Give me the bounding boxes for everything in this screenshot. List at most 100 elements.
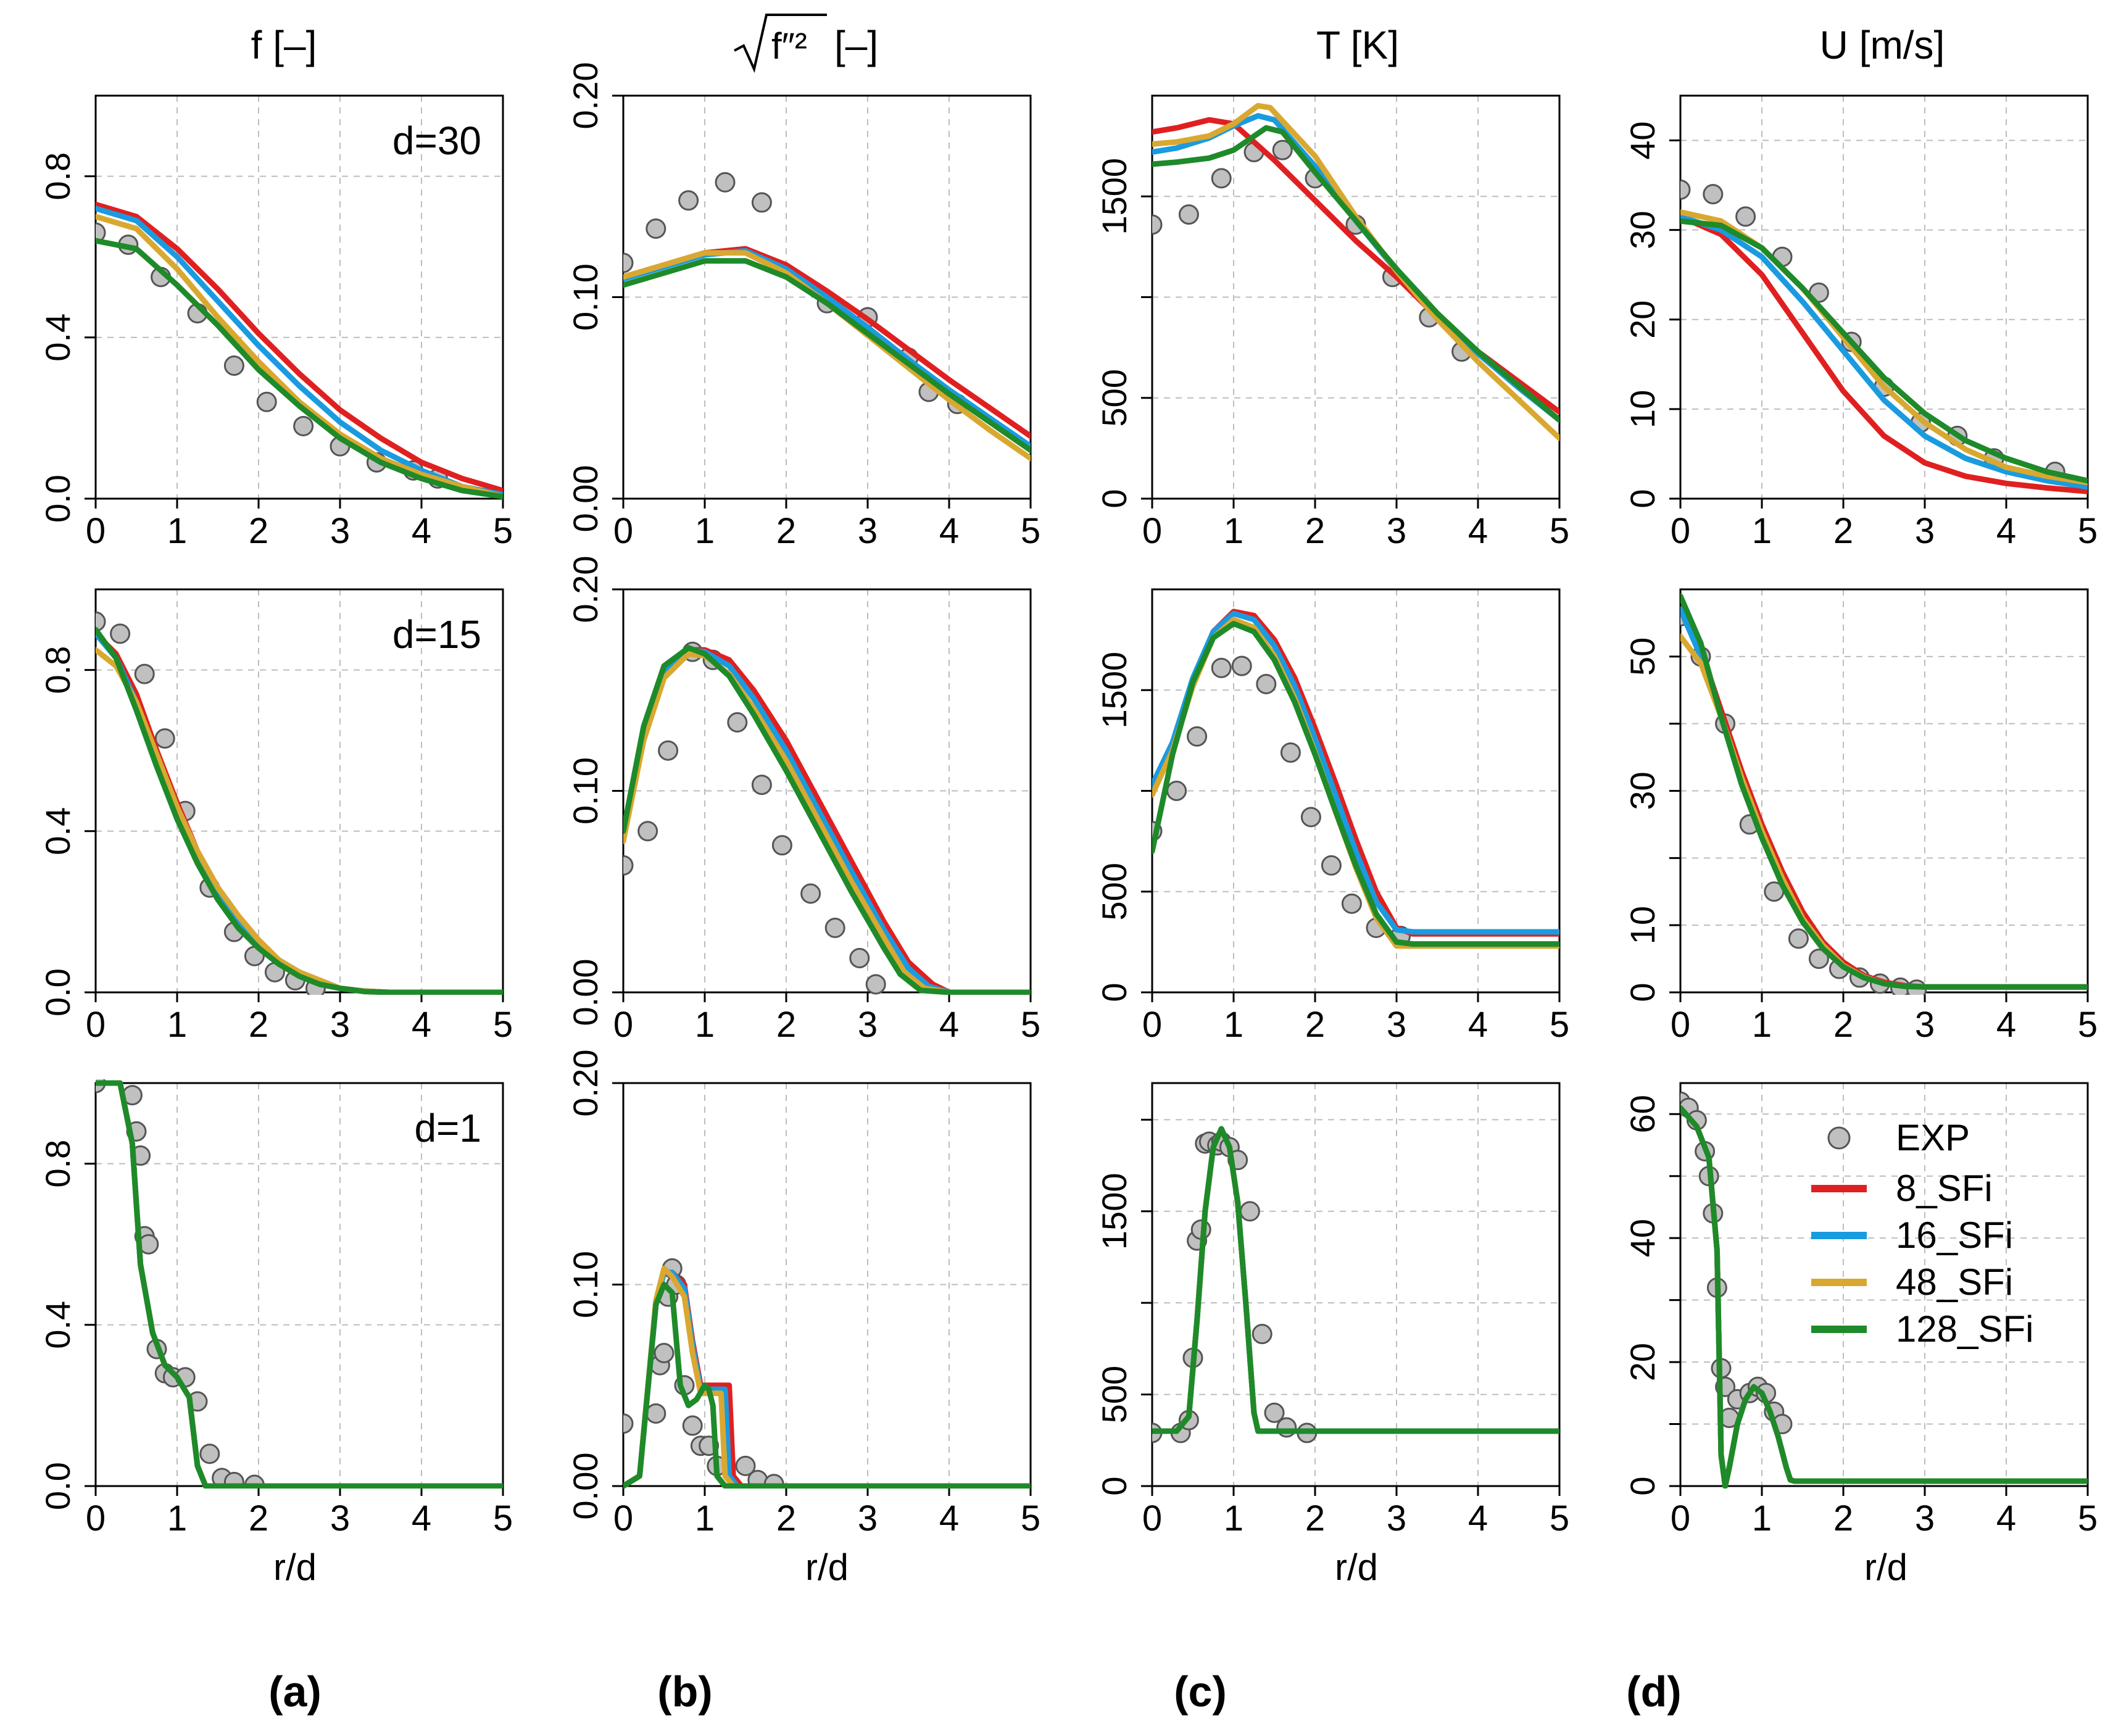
series-line-16_SFi xyxy=(1152,1126,1559,1434)
series-line-16_SFi xyxy=(96,631,503,995)
x-tick-label: 4 xyxy=(939,1005,959,1045)
column-title-f: f [–] xyxy=(251,23,317,67)
series-line-128_SFi xyxy=(1152,1126,1559,1434)
x-tick-label: 1 xyxy=(695,1005,715,1045)
exp-point xyxy=(223,355,244,376)
plot-area xyxy=(1152,1126,1559,1443)
panel-1-2: 0 1 2 3 4 5 0 500 1500 xyxy=(1095,588,1569,1045)
exp-point xyxy=(1808,949,1829,970)
x-tick-label: 0 xyxy=(1142,1005,1162,1045)
x-tick-label: 5 xyxy=(493,1498,513,1539)
exp-point xyxy=(682,1415,703,1436)
x-tick-label: 3 xyxy=(1387,1498,1406,1539)
series-line-128_SFi xyxy=(623,645,1031,995)
y-tick-label: 500 xyxy=(1095,1366,1134,1423)
exp-point xyxy=(1272,139,1293,160)
plot-area xyxy=(623,172,1031,462)
series-line-48_SFi xyxy=(1152,1126,1559,1434)
exp-point xyxy=(771,835,792,856)
y-tick-label: 0.8 xyxy=(38,646,77,694)
plot-area xyxy=(1680,593,2088,995)
panel-letter-b: (b) xyxy=(657,1667,712,1716)
x-tick-label: 2 xyxy=(1305,1498,1325,1539)
x-tick-label: 1 xyxy=(1752,511,1772,551)
exp-point xyxy=(1280,742,1301,763)
x-tick-label: 5 xyxy=(2078,1005,2098,1045)
x-tick-label: 2 xyxy=(1305,1005,1325,1045)
exp-point xyxy=(623,1413,634,1434)
series-line-128_SFi xyxy=(623,258,1031,454)
plot-area xyxy=(1680,1091,2088,1489)
y-tick-label: 0 xyxy=(1095,489,1134,508)
x-tick-label: 0 xyxy=(1142,511,1162,551)
x-tick-label: 2 xyxy=(249,1498,268,1539)
y-tick-label: 10 xyxy=(1623,906,1662,944)
legend-label-8: 8_SFi xyxy=(1896,1168,1993,1209)
exp-point xyxy=(658,740,679,761)
series-line-128_SFi xyxy=(1680,1105,2088,1489)
series-line-16_SFi xyxy=(1680,214,2088,490)
exp-point xyxy=(646,1403,666,1424)
series-line-8_SFi xyxy=(1680,1105,2088,1489)
exp-point xyxy=(96,222,106,243)
exp-point xyxy=(134,663,155,684)
x-tick-label: 0 xyxy=(613,511,633,551)
panel-0-1: 0 1 2 3 4 5 0.00 0.10 0.20 xyxy=(566,62,1040,552)
plot-area xyxy=(96,201,503,500)
x-tick-label: 0 xyxy=(86,1498,106,1539)
x-tick-label: 4 xyxy=(412,1005,431,1045)
exp-point xyxy=(1178,204,1199,225)
exp-point xyxy=(623,252,634,273)
column-title-rms-unit: [–] xyxy=(834,23,878,67)
panel-2-0: 0 1 2 3 4 5 0.0 0.4 0.8 d=1 xyxy=(38,1079,513,1539)
y-tick-label: 0.00 xyxy=(566,959,605,1026)
panel-letter-d: (d) xyxy=(1626,1667,1681,1716)
x-tick-label: 3 xyxy=(1387,511,1406,551)
exp-point xyxy=(1276,1417,1297,1438)
x-tick-label: 5 xyxy=(1550,511,1569,551)
series-line-128_SFi xyxy=(1152,125,1559,423)
y-tick-label: 0.0 xyxy=(38,475,77,523)
column-title-rms: f″² [–] xyxy=(734,14,878,73)
exp-point xyxy=(849,947,870,968)
x-tick-label: 1 xyxy=(167,1005,187,1045)
x-tick-label: 0 xyxy=(1671,1498,1690,1539)
y-tick-label: 0.4 xyxy=(38,807,77,855)
x-tick-label: 5 xyxy=(493,1005,513,1045)
y-tick-label: 30 xyxy=(1623,211,1662,249)
exp-point xyxy=(865,974,886,995)
plot-area xyxy=(1152,102,1559,441)
exp-point xyxy=(1187,726,1208,747)
exp-point xyxy=(824,918,845,939)
row-label: d=1 xyxy=(414,1106,481,1150)
series-line-8_SFi xyxy=(96,631,503,995)
x-tick-label: 3 xyxy=(1915,1005,1935,1045)
panel-2-1: 0 1 2 3 4 5 0.00 0.10 0.20 xyxy=(566,1050,1040,1539)
exp-point xyxy=(715,172,736,193)
x-tick-label: 1 xyxy=(1752,1498,1772,1539)
exp-point xyxy=(1321,855,1342,876)
x-tick-label: 1 xyxy=(1224,1498,1243,1539)
exp-point xyxy=(654,1343,675,1364)
legend-label-exp: EXP xyxy=(1896,1117,1970,1158)
x-tick-label: 0 xyxy=(1671,1005,1690,1045)
exp-point xyxy=(751,192,772,213)
x-tick-label: 1 xyxy=(1752,1005,1772,1045)
y-tick-label: 0.10 xyxy=(566,757,605,824)
x-tick-label: 5 xyxy=(1550,1498,1569,1539)
y-tick-label: 0.20 xyxy=(566,1050,605,1117)
legend-label-16: 16_SFi xyxy=(1896,1215,2013,1256)
y-tick-label: 0.0 xyxy=(38,968,77,1016)
x-tick-label: 5 xyxy=(2078,511,2098,551)
x-tick-label: 5 xyxy=(1021,511,1040,551)
row-label: d=30 xyxy=(392,118,481,163)
y-tick-label: 0.8 xyxy=(38,1140,77,1188)
plot-frame xyxy=(94,588,504,994)
x-tick-label: 5 xyxy=(493,511,513,551)
x-tick-label: 2 xyxy=(249,1005,268,1045)
column-title-rms-radicand: f″² xyxy=(771,25,807,67)
series-line-16_SFi xyxy=(1152,113,1559,423)
x-tick-label: 2 xyxy=(1305,511,1325,551)
exp-point xyxy=(154,728,175,749)
